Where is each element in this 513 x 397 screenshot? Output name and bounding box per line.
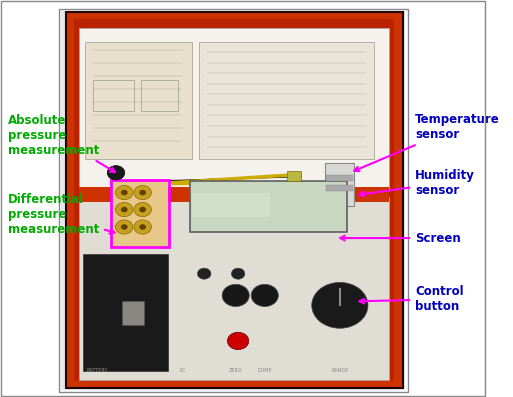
Bar — [191, 182, 346, 231]
Circle shape — [222, 284, 249, 306]
Bar — [79, 187, 389, 202]
Text: Control
button: Control button — [360, 285, 464, 313]
Circle shape — [139, 207, 146, 212]
Bar — [61, 11, 405, 390]
Circle shape — [115, 185, 133, 200]
Circle shape — [227, 332, 249, 350]
Bar — [112, 181, 168, 246]
Bar — [326, 185, 353, 191]
Text: Humidity
sensor: Humidity sensor — [360, 169, 475, 197]
Text: Temperature
sensor: Temperature sensor — [354, 113, 500, 171]
Text: BATTERY: BATTERY — [87, 368, 108, 372]
Circle shape — [134, 185, 151, 200]
Circle shape — [139, 224, 146, 230]
Bar — [66, 12, 403, 387]
Text: RANGE: RANGE — [331, 368, 348, 372]
Circle shape — [107, 166, 125, 180]
Text: DUMP: DUMP — [258, 368, 272, 372]
Circle shape — [121, 190, 128, 195]
Text: Absolute
pressure
measurement: Absolute pressure measurement — [8, 114, 115, 172]
Bar — [111, 179, 169, 247]
Bar — [122, 301, 144, 325]
Circle shape — [121, 207, 128, 212]
Circle shape — [251, 284, 279, 306]
Bar — [79, 29, 389, 191]
Text: Screen: Screen — [340, 231, 461, 245]
Bar — [287, 171, 301, 181]
Circle shape — [134, 220, 151, 234]
Bar — [59, 9, 408, 392]
Text: PC: PC — [179, 368, 186, 372]
Bar — [326, 175, 353, 181]
Circle shape — [312, 282, 368, 328]
Bar — [192, 193, 270, 217]
Bar — [141, 80, 177, 112]
Bar — [86, 42, 192, 159]
Circle shape — [134, 202, 151, 217]
Bar — [79, 197, 389, 380]
Bar — [190, 181, 347, 232]
Circle shape — [139, 190, 146, 195]
Text: ZERO: ZERO — [229, 368, 243, 372]
Circle shape — [198, 268, 211, 279]
Bar — [83, 254, 168, 370]
Text: Differential
pressure
measurement: Differential pressure measurement — [8, 193, 114, 236]
Circle shape — [231, 268, 245, 279]
Bar — [93, 80, 134, 112]
Bar — [325, 163, 354, 206]
Circle shape — [121, 224, 128, 230]
Circle shape — [115, 220, 133, 234]
Bar — [200, 42, 374, 159]
Circle shape — [115, 202, 133, 217]
Bar — [74, 19, 394, 381]
